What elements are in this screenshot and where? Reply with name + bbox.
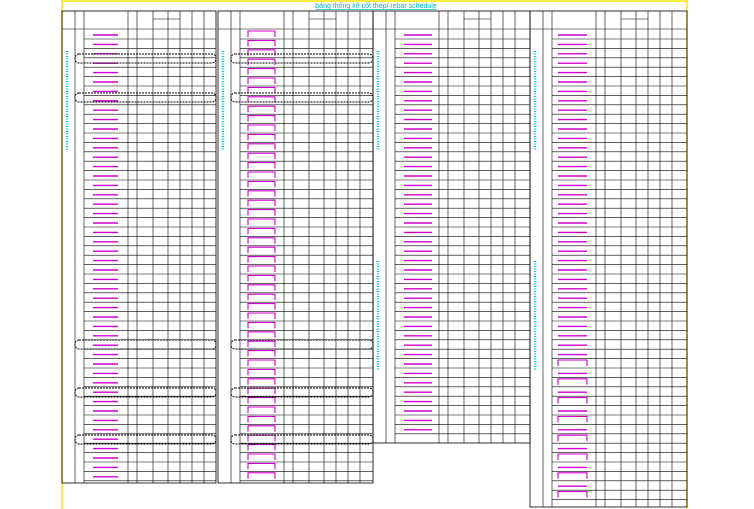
rebar-shape — [247, 284, 276, 291]
rebar-shape — [247, 68, 276, 75]
rebar-shape — [247, 77, 276, 84]
table-border — [529, 10, 688, 508]
rebar-shape — [247, 368, 276, 376]
rebar-shape — [247, 237, 276, 244]
rebar-shape — [247, 453, 276, 460]
rebar-shape — [247, 444, 276, 451]
rebar-shape — [247, 180, 276, 188]
rebar-shape — [247, 133, 276, 141]
rebar-shape — [247, 39, 276, 47]
rebar-shape — [557, 491, 588, 498]
rebar-shape — [247, 350, 276, 357]
rebar-shape — [247, 265, 276, 272]
rebar-shape — [247, 143, 276, 150]
rebar-shape — [247, 321, 276, 329]
rebar-shape — [247, 397, 276, 404]
rebar-shape — [247, 462, 276, 470]
rebar-shape — [247, 152, 276, 160]
rebar-shape — [557, 415, 588, 423]
section-outline — [74, 339, 217, 350]
rebar-shape — [247, 293, 276, 301]
rebar-shape — [247, 227, 276, 235]
rebar-shape — [247, 105, 276, 113]
rebar-shape — [247, 124, 276, 131]
section-outline — [230, 387, 374, 398]
rebar-shape — [247, 199, 276, 207]
rebar-shape — [247, 387, 276, 395]
rebar-shape — [247, 171, 276, 178]
section-outline — [230, 92, 374, 103]
rebar-shape — [247, 58, 276, 66]
rebar-shape — [247, 340, 276, 348]
rebar-shape — [557, 472, 588, 479]
rebar-shape — [247, 256, 276, 263]
rebar-shape — [247, 378, 276, 385]
rebar-shape — [247, 406, 276, 413]
rebar-shape — [557, 359, 588, 366]
schedule-tables — [61, 10, 688, 508]
rebar-shape — [557, 453, 588, 460]
rebar-shape — [247, 190, 276, 197]
rebar-shape — [557, 434, 588, 442]
section-outline — [74, 92, 217, 103]
rebar-shape — [247, 49, 276, 56]
rebar-shape — [247, 472, 276, 479]
rebar-shape — [247, 312, 276, 319]
section-outline — [230, 339, 374, 350]
rebar-shape — [247, 274, 276, 282]
rebar-shape — [247, 303, 276, 310]
rebar-shape — [247, 30, 276, 37]
section-outline — [74, 387, 217, 398]
rebar-shape — [557, 397, 588, 404]
section-outline — [230, 434, 374, 445]
rebar-shape — [247, 425, 276, 432]
rebar-shape — [247, 415, 276, 423]
rebar-shape — [247, 434, 276, 442]
rebar-shape — [247, 86, 276, 94]
section-outline — [74, 434, 217, 445]
rebar-shape — [247, 359, 276, 366]
sheet-title: bảng thống kê cốt thép/ rebar schedule — [315, 1, 437, 10]
rebar-shape — [247, 96, 276, 103]
table-border — [61, 10, 217, 484]
rebar-shape — [247, 162, 276, 169]
rebar-shape — [247, 209, 276, 216]
rebar-shape — [247, 246, 276, 254]
section-outline — [230, 53, 374, 64]
section-outline — [74, 53, 217, 64]
rebar-shape — [557, 378, 588, 385]
rebar-shape — [247, 218, 276, 225]
rebar-shape — [247, 331, 276, 338]
rebar-shape — [247, 115, 276, 122]
